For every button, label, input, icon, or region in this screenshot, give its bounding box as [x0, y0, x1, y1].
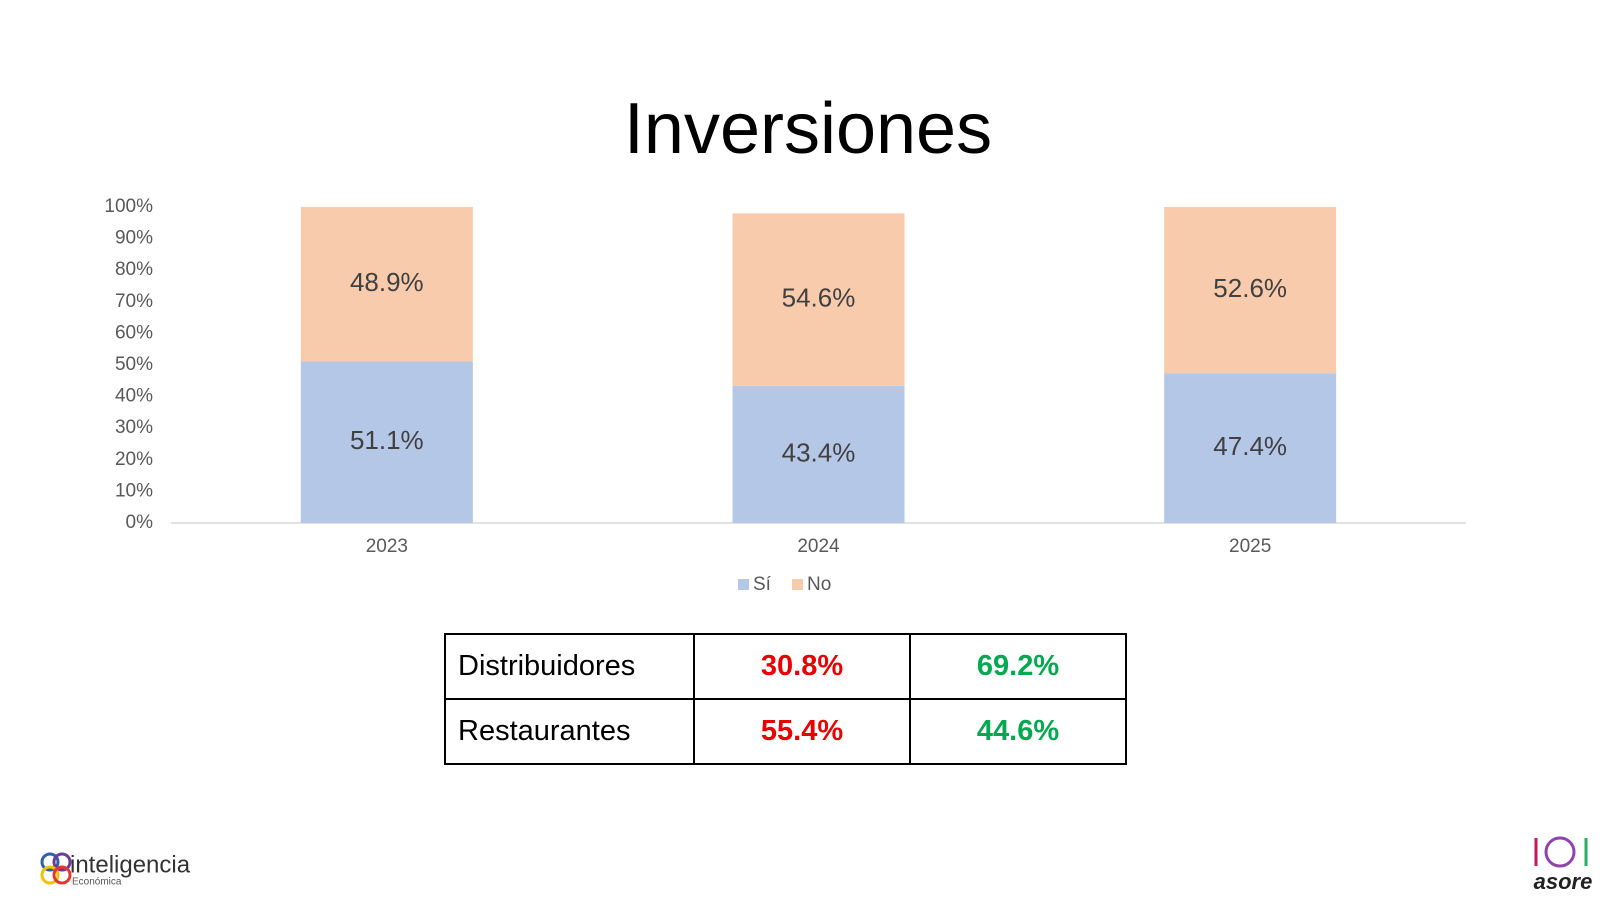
logo-text: inteligencia — [70, 851, 191, 878]
y-tick-label: 20% — [115, 449, 153, 470]
row-label: Distribuidores — [444, 633, 695, 700]
x-tick-label: 2025 — [1229, 536, 1271, 557]
bar-segment — [300, 361, 473, 523]
table-row: Distribuidores 30.8% 69.2% — [444, 633, 1127, 700]
logo-shape — [52, 865, 72, 885]
row-label: Restaurantes — [444, 698, 695, 765]
x-tick-label: 2023 — [366, 536, 408, 557]
logo-shape — [52, 852, 72, 872]
table-cell: 44.6% — [909, 698, 1127, 765]
bar-segment — [732, 213, 905, 386]
data-label: 48.9% — [350, 267, 424, 297]
logo-right: asore — [1534, 836, 1593, 894]
legend-label: Sí — [753, 574, 772, 595]
y-tick-label: 30% — [115, 417, 153, 438]
bar-segment — [1164, 373, 1337, 523]
table-cell: 30.8% — [693, 633, 911, 700]
y-tick-label: 60% — [115, 322, 153, 343]
table-cell: 55.4% — [693, 698, 911, 765]
y-tick-label: 90% — [115, 228, 153, 249]
y-tick-label: 10% — [115, 480, 153, 501]
bar-segment — [300, 207, 473, 362]
chart-title: Inversiones — [624, 89, 992, 169]
table-cell: 69.2% — [909, 633, 1127, 700]
summary-table: Distribuidores 30.8% 69.2% Restaurantes 55.4… — [444, 633, 1127, 765]
data-label: 47.4% — [1213, 431, 1287, 461]
logo-shape — [40, 865, 60, 885]
x-tick-label: 2024 — [797, 536, 840, 557]
legend-swatch — [738, 579, 749, 590]
data-label: 52.6% — [1213, 273, 1287, 303]
y-tick-label: 80% — [115, 259, 153, 280]
y-tick-label: 0% — [126, 512, 154, 533]
data-label: 54.6% — [782, 282, 856, 312]
logo-shape — [1544, 836, 1576, 868]
table-row: Restaurantes 55.4% 44.6% — [444, 698, 1127, 765]
y-tick-label: 40% — [115, 386, 153, 407]
y-tick-label: 70% — [115, 291, 153, 312]
logo-text: asore — [1534, 869, 1593, 894]
logo-shape — [40, 852, 60, 872]
legend-label: No — [807, 574, 831, 595]
logo-left: inteligencia Económica — [40, 851, 191, 888]
bar-segment — [732, 385, 905, 523]
legend-swatch — [792, 579, 803, 590]
bar-segment — [1164, 207, 1337, 374]
data-label: 43.4% — [782, 437, 856, 467]
y-tick-label: 50% — [115, 354, 153, 375]
data-label: 51.1% — [350, 425, 424, 455]
logo-subtext: Económica — [72, 877, 122, 888]
y-tick-label: 100% — [104, 196, 153, 217]
